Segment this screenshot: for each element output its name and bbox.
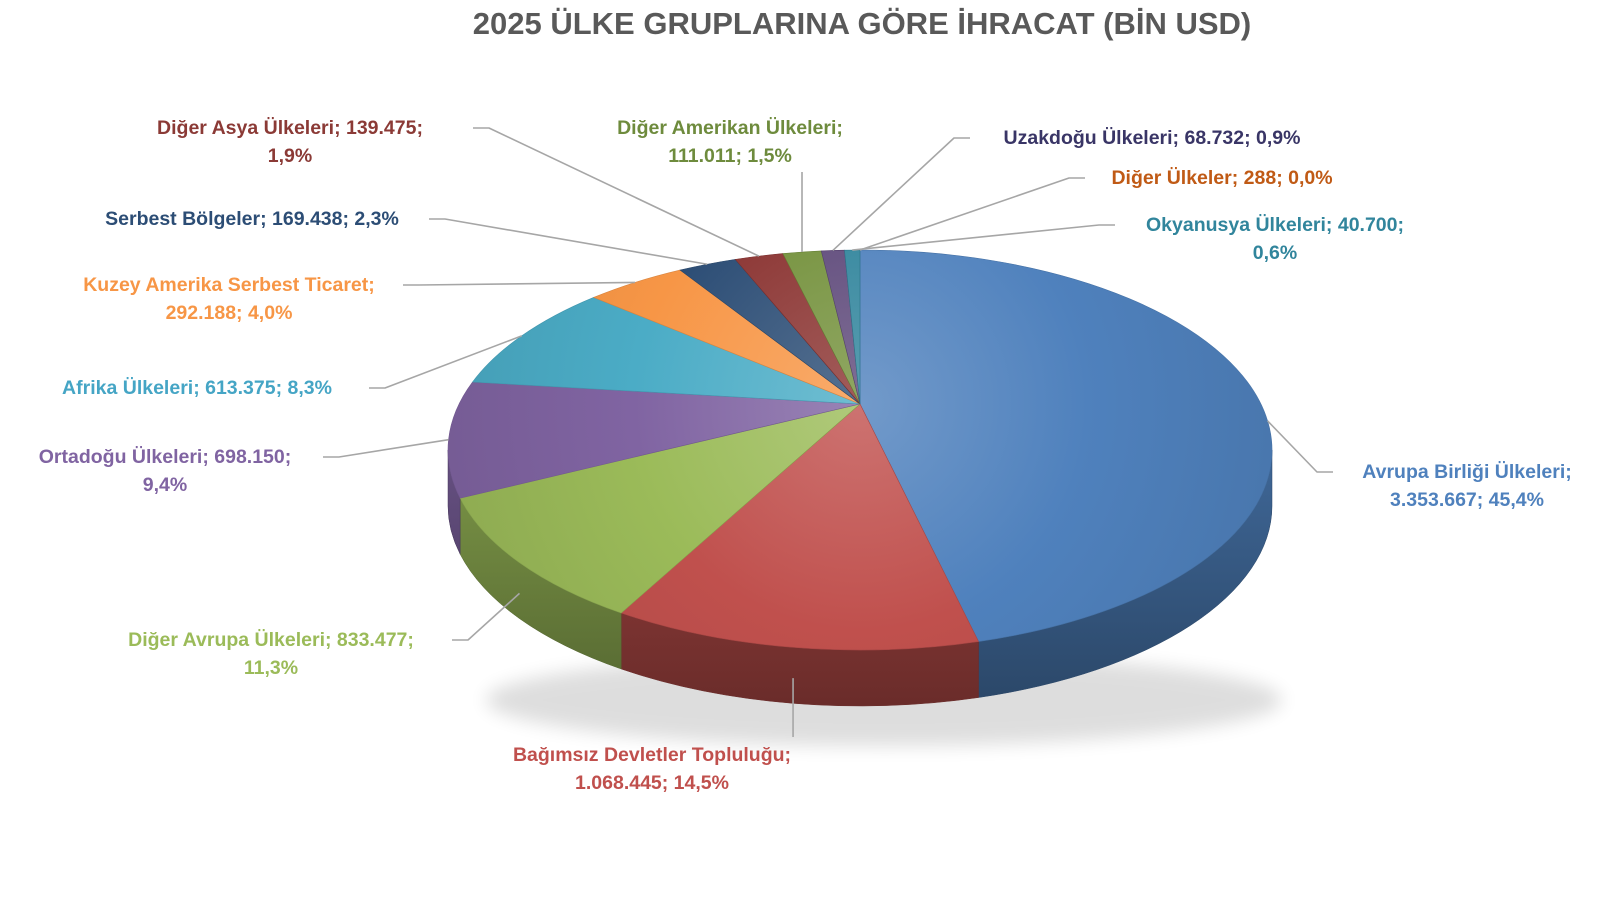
data-label-diger-avrupa-ulkeleri: Diğer Avrupa Ülkeleri; 833.477; 11,3%	[128, 629, 414, 679]
leader-line-afrika-ulkeleri	[369, 335, 522, 389]
pie-slice-avrupa-birligi-ulkeleri	[859, 249, 1273, 642]
pie-slice-afrika-ulkeleri	[471, 297, 861, 405]
leader-line-diger-ulkeler	[859, 177, 1085, 251]
data-label-serbest-bolgeler: Serbest Bölgeler; 169.438; 2,3%	[105, 208, 399, 230]
leader-line-okyanusya-ulkeleri	[852, 224, 1115, 251]
leader-line-uzakdogu-ulkeleri	[832, 137, 970, 252]
data-label-kuzey-amerika: Kuzey Amerika Serbest Ticaret; 292.188; …	[83, 274, 375, 324]
data-label-diger-asya-ulkeleri: Diğer Asya Ülkeleri; 139.475; 1,9%	[157, 117, 423, 167]
data-label-bagimsiz-devletler: Bağımsız Devletler Topluluğu; 1.068.445;…	[512, 744, 792, 794]
data-label-ortadogu-ulkeleri: Ortadoğu Ülkeleri; 698.150; 9,4%	[38, 446, 292, 496]
leader-line-diger-avrupa-ulkeleri	[452, 592, 521, 641]
data-label-diger-ulkeler: Diğer Ülkeler; 288; 0,0%	[1111, 167, 1333, 189]
leader-line-diger-asya-ulkeleri	[473, 127, 760, 257]
chart-title: 2025 ÜLKE GRUPLARINA GÖRE İHRACAT (BİN U…	[472, 6, 1252, 41]
data-label-diger-amerikan: Diğer Amerikan Ülkeleri; 111.011; 1,5%	[617, 117, 843, 167]
leader-line-kuzey-amerika-serbest-ticaret	[403, 281, 636, 286]
leader-line-serbest-bolgeler	[429, 218, 708, 266]
pie-slice-ortadogu-ulkeleri	[447, 381, 861, 499]
data-label-afrika-ulkeleri: Afrika Ülkeleri; 613.375; 8,3%	[62, 377, 332, 399]
pie-slice-bagimsiz-devletler-toplulugu	[620, 403, 980, 651]
data-label-okyanusya-ulkeleri: Okyanusya Ülkeleri; 40.700; 0,6%	[1146, 214, 1404, 264]
data-label-avrupa-birligi: Avrupa Birliği Ülkeleri; 3.353.667; 45,4…	[1362, 461, 1572, 511]
leader-line-ortadogu-ulkeleri	[323, 438, 449, 458]
data-label-uzakdogu-ulkeleri: Uzakdoğu Ülkeleri; 68.732; 0,9%	[1003, 127, 1301, 149]
pie-slice-diger-avrupa-ulkeleri	[459, 403, 861, 614]
leader-line-avrupa-birligi-ulkeleri	[1267, 420, 1333, 473]
